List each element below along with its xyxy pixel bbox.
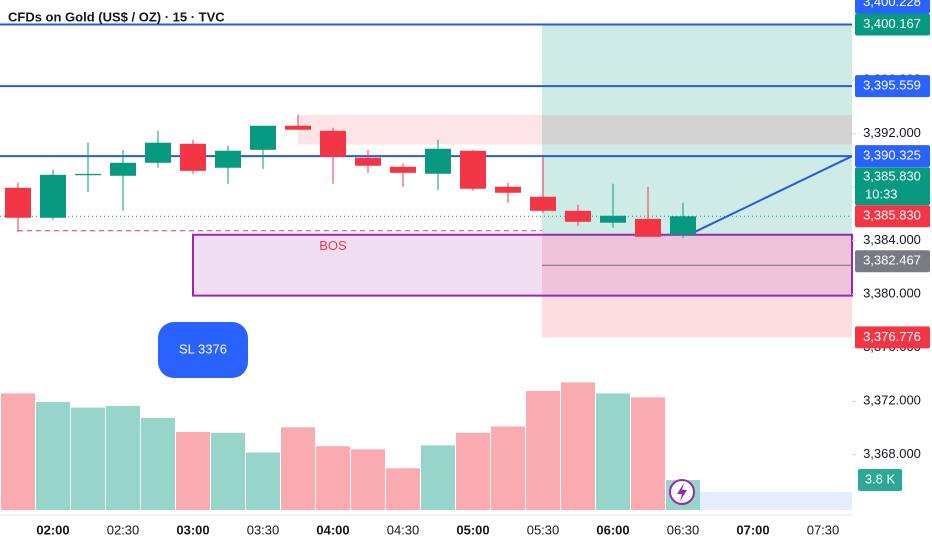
bos-label: BOS [319, 238, 347, 253]
candle-body [180, 143, 206, 171]
x-tick-label: 03:30 [247, 522, 280, 537]
price-badge [855, 250, 930, 273]
x-tick-label: 04:30 [387, 522, 420, 537]
candle-body [145, 142, 171, 163]
price-badge-label: 3,395.559 [863, 78, 921, 93]
stop-zone [542, 236, 852, 338]
countdown-label: 10:33 [865, 187, 898, 202]
candle-body [460, 150, 486, 189]
candles [5, 114, 696, 238]
price-badge [855, 145, 930, 168]
lightning-icon[interactable] [669, 479, 695, 505]
volume-bar [316, 446, 350, 510]
volume-badge-label: 3.8 K [865, 471, 896, 486]
x-tick-label: 07:30 [807, 522, 840, 537]
sl-note-box [158, 322, 248, 378]
sl-note: SL 3376 [179, 341, 227, 356]
y-tick-label: 3,392.000 [863, 125, 921, 140]
candle-body [355, 157, 381, 166]
x-tick-label: 04:00 [316, 522, 349, 537]
volume-bar [351, 449, 385, 510]
price-badge-label: 3,400.228 [863, 0, 921, 9]
candle-body [635, 218, 661, 237]
price-badge [855, 75, 930, 98]
target-zone [542, 24, 852, 237]
x-tick-label: 05:30 [527, 522, 560, 537]
volume-bar [281, 427, 315, 510]
volume-badge [858, 469, 902, 492]
y-tick-label: 3,380.000 [863, 286, 921, 301]
candle-body [425, 148, 451, 174]
price-badge-label: 3,390.325 [863, 148, 921, 163]
candle-body [75, 173, 101, 176]
volume-bar [36, 402, 70, 510]
candle-body [495, 186, 521, 193]
y-tick-label: 3,368.000 [863, 446, 921, 461]
volume-pane [1, 382, 700, 510]
volume-bar [246, 452, 280, 510]
price-badge [855, 13, 930, 36]
x-tick-label: 03:00 [176, 522, 209, 537]
x-tick-label: 06:30 [667, 522, 700, 537]
volume-bar [526, 391, 560, 510]
future-band [700, 492, 852, 510]
candle-body [600, 215, 626, 223]
price-badge [855, 205, 930, 228]
chart-title: CFDs on Gold (US$ / OZ) · 15 · TVC [8, 9, 225, 24]
volume-bar [106, 406, 140, 510]
x-tick-label: 06:00 [596, 522, 629, 537]
volume-bar [491, 426, 525, 510]
volume-bar [176, 432, 210, 510]
candle-body [250, 125, 276, 150]
candle-body [565, 210, 591, 222]
price-badge-label: 3,382.467 [863, 253, 921, 268]
volume-bar [631, 397, 665, 510]
price-badge [855, 326, 930, 349]
volume-bar [386, 468, 420, 510]
price-badge [855, 167, 930, 206]
x-tick-label: 02:00 [36, 522, 69, 537]
price-badge-label: 3,385.830 [863, 169, 921, 184]
candle-body [390, 166, 416, 173]
candle-body [670, 216, 696, 235]
supply-zone [298, 115, 852, 145]
candle-body [320, 130, 346, 157]
candle-body [40, 174, 66, 218]
time-axis-bg [0, 515, 932, 550]
volume-bar [421, 445, 455, 510]
volume-bar [561, 382, 595, 510]
price-badge-label: 3,400.167 [863, 16, 921, 31]
zones: BOS [18, 24, 853, 510]
price-badge [855, 0, 930, 14]
price-badge-label: 3,385.830 [863, 208, 921, 223]
volume-bar [456, 432, 490, 510]
volume-bar [1, 393, 35, 510]
volume-bar [211, 432, 245, 510]
x-tick-label: 02:30 [107, 522, 140, 537]
trendline [694, 155, 853, 233]
x-tick-label: 05:00 [456, 522, 489, 537]
candle-body [110, 162, 136, 176]
icon-bolt[interactable] [677, 483, 687, 501]
price-badge-label: 3,376.776 [863, 329, 921, 344]
candle-body [5, 187, 31, 218]
y-tick-label: 3,384.000 [863, 232, 921, 247]
candle-body [285, 125, 311, 130]
x-tick-label: 07:00 [736, 522, 769, 537]
y-tick-label: 3,372.000 [863, 393, 921, 408]
volume-bar [596, 393, 630, 510]
candle-body [215, 150, 241, 168]
volume-bar [141, 417, 175, 510]
candle-body [530, 196, 556, 211]
price-badges: 3,400.228 3,400.167 3,395.559 3,390.325 3,38… [158, 0, 930, 492]
volume-bar [71, 407, 105, 510]
